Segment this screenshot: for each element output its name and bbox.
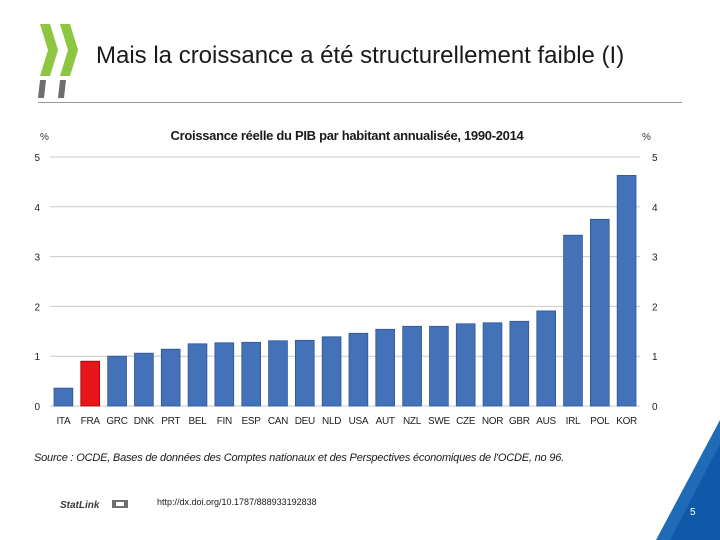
x-tick-label: SWE (428, 416, 451, 427)
bar-gbr (509, 320, 530, 407)
statlink-url[interactable]: http://dx.doi.org/10.1787/888933192838 (157, 497, 317, 507)
x-tick-label: ITA (56, 416, 71, 427)
bar-aut (375, 328, 395, 407)
y-tick-label-right: 0 (652, 402, 658, 413)
x-tick-label: NLD (322, 416, 341, 427)
y-tick-label-left: 5 (34, 153, 40, 164)
bar-chart: 0 0 1 1 2 2 3 3 4 4 5 5 ITA FRA GRC DNK PRT BEL FIN ESP CAN D… (34, 153, 658, 427)
bar-grc (107, 355, 127, 407)
x-tick-label: AUS (536, 416, 556, 427)
x-tick-label: FRA (81, 416, 101, 427)
y-unit-right: % (642, 132, 651, 143)
x-tick-label: IRL (566, 416, 581, 427)
y-tick-label-left: 0 (34, 402, 40, 413)
bar-fra (80, 360, 101, 407)
x-tick-label: CAN (268, 416, 288, 427)
x-tick-label: AUT (376, 416, 395, 427)
x-tick-label: NOR (482, 416, 503, 427)
x-tick-label: ESP (242, 416, 262, 427)
bar-esp (241, 341, 262, 407)
bar-nzl (402, 325, 422, 407)
x-tick-label: DNK (134, 416, 155, 427)
y-tick-label-right: 3 (652, 253, 658, 264)
x-tick-label: USA (349, 416, 369, 427)
bar-usa (348, 332, 369, 407)
x-tick-label: KOR (616, 416, 637, 427)
y-tick-label-left: 4 (34, 203, 40, 214)
y-unit-left: % (40, 132, 49, 143)
x-tick-label: FIN (217, 416, 232, 427)
x-tick-label: POL (590, 416, 610, 427)
title-divider (38, 102, 682, 103)
corner-decoration-icon (656, 420, 720, 540)
source-note: Source : OCDE, Bases de données des Comp… (34, 452, 564, 464)
bar-prt (160, 348, 181, 407)
statlink-icon: StatLink (60, 500, 128, 511)
x-tick-label: GBR (509, 416, 530, 427)
chart-title: Croissance réelle du PIB par habitant an… (170, 128, 524, 143)
y-tick-label-right: 4 (652, 203, 658, 214)
y-tick-label-left: 3 (34, 253, 40, 264)
page-number: 5 (690, 507, 696, 518)
y-tick-label-left: 1 (34, 352, 40, 363)
x-tick-label: CZE (456, 416, 476, 427)
oecd-logo (38, 24, 78, 98)
bar-cze (455, 323, 476, 407)
bar-fin (214, 342, 235, 407)
bar-ita (53, 387, 74, 407)
source-label: Source : (34, 452, 74, 464)
bar-kor (616, 175, 637, 407)
y-tick-label-left: 2 (34, 302, 40, 313)
bar-deu (294, 339, 315, 407)
x-tick-label: DEU (295, 416, 315, 427)
x-tick-label: BEL (188, 416, 207, 427)
bar-bel (187, 343, 208, 407)
bar-irl (563, 234, 583, 407)
svg-text:StatLink: StatLink (60, 500, 100, 511)
x-tick-label: GRC (106, 416, 127, 427)
source-text: OCDE, Bases de données des Comptes natio… (76, 452, 564, 464)
y-tick-label-right: 5 (652, 153, 658, 164)
y-tick-label-right: 2 (652, 302, 658, 313)
bar-dnk (134, 352, 154, 407)
bar-can (268, 340, 288, 407)
bar-pol (590, 218, 610, 407)
slide-title: Mais la croissance a été structurellemen… (96, 42, 625, 69)
y-tick-label-right: 1 (652, 352, 658, 363)
x-tick-label: PRT (161, 416, 180, 427)
bar-swe (429, 325, 449, 407)
bar-nld (321, 336, 342, 407)
x-tick-label: NZL (403, 416, 422, 427)
bar-aus (536, 310, 556, 407)
bar-nor (482, 322, 503, 407)
